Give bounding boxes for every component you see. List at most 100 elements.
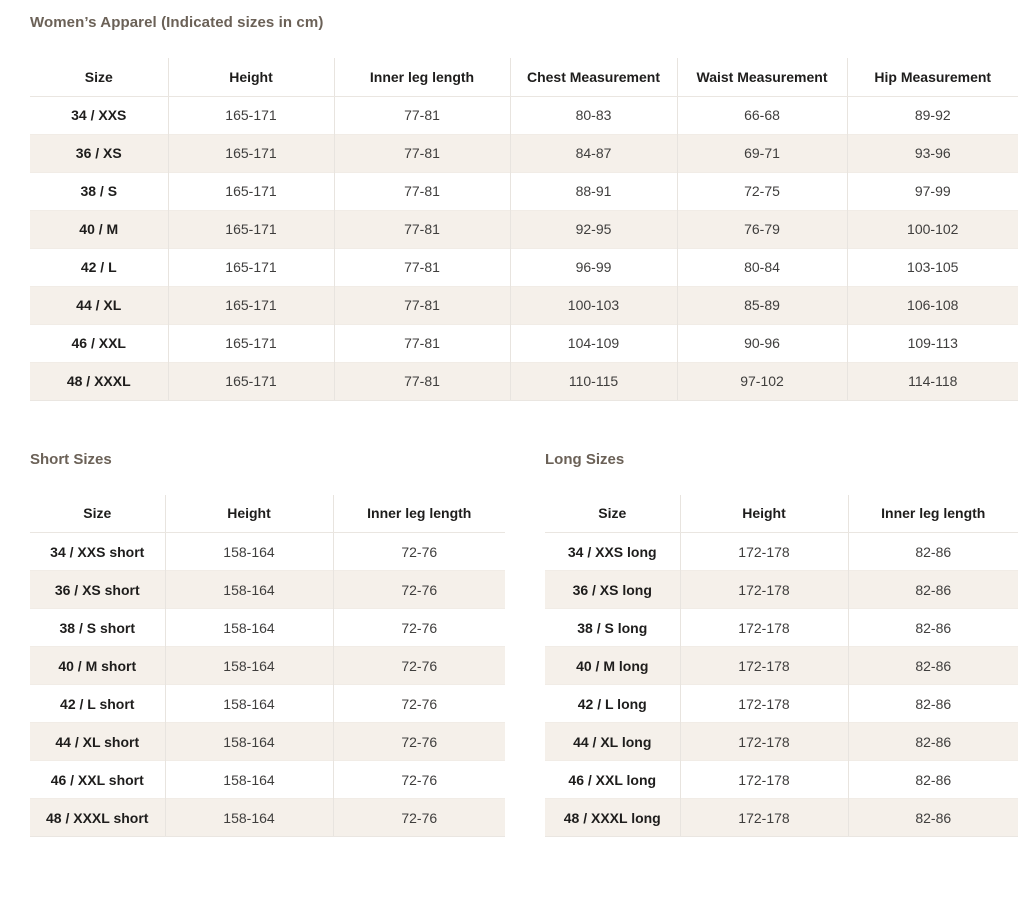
column-header: Size	[30, 494, 165, 533]
value-cell: 69-71	[676, 133, 847, 172]
value-cell: 77-81	[333, 361, 510, 401]
size-cell: 46 / XXL short	[30, 760, 165, 799]
table-row: 40 / M 165-171 77-81 92-95 76-79 100-102	[30, 209, 1018, 248]
page-title: Women’s Apparel (Indicated sizes in cm)	[30, 14, 324, 31]
table-row: 40 / M short 158-164 72-76	[30, 646, 505, 685]
value-cell: 80-83	[509, 96, 677, 134]
value-cell: 97-99	[846, 171, 1018, 210]
size-cell: 48 / XXXL short	[30, 798, 165, 837]
table-row: 36 / XS short 158-164 72-76	[30, 570, 505, 609]
value-cell: 80-84	[676, 247, 847, 286]
size-cell: 34 / XXS long	[567, 543, 657, 560]
size-cell: 40 / M	[30, 209, 168, 248]
value-cell: 93-96	[846, 133, 1018, 172]
value-cell: 82-86	[847, 684, 1018, 723]
value-cell: 103-105	[846, 247, 1018, 286]
value-cell: 109-113	[846, 323, 1018, 362]
value-cell: 85-89	[676, 285, 847, 324]
value-cell: 165-171	[167, 323, 334, 362]
value-cell: 165-171	[167, 171, 334, 210]
header-row: Size Height Inner leg length Chest Measurem…	[30, 58, 1018, 97]
size-cell: 44 / XL	[30, 285, 168, 324]
size-cell: 44 / XL short	[30, 722, 165, 761]
long-sizes-column: Long Sizes Size Height Inner leg length 34…	[545, 450, 1018, 837]
table-row: 34 / XXS short 158-164 72-76	[30, 532, 505, 571]
size-cell: 42 / L short	[30, 684, 165, 723]
value-cell: 158-164	[164, 646, 333, 685]
value-cell: 158-164	[164, 570, 333, 609]
column-header: Waist Measurement	[676, 58, 847, 97]
short-sizes-column: Short Sizes Size Height Inner leg length 3…	[30, 450, 505, 837]
table-body: 34 / XXS short 158-164 72-76 36 / XS short 1…	[30, 532, 505, 837]
table-row: 48 / XXXL long 172-178 82-86	[545, 798, 1018, 837]
header-row: Size Height Inner leg length	[545, 494, 1018, 533]
value-cell: 77-81	[333, 171, 510, 210]
size-cell: 34 / XXS short	[50, 543, 145, 560]
value-cell: 72-76	[332, 684, 505, 723]
value-cell: 165-171	[167, 285, 334, 324]
size-cell: 38 / S	[30, 171, 168, 210]
value-cell: 77-81	[333, 133, 510, 172]
column-header: Hip Measurement	[846, 58, 1018, 97]
value-cell: 72-76	[332, 760, 505, 799]
value-cell: 97-102	[676, 361, 847, 401]
table-row: 42 / L 165-171 77-81 96-99 80-84 103-105	[30, 247, 1018, 286]
table-row: 36 / XS 165-171 77-81 84-87 69-71 93-96	[30, 133, 1018, 172]
size-cell: 44 / XL long	[545, 722, 680, 761]
size-cell: 48 / XXXL long	[545, 798, 680, 837]
table-row: 44 / XL 165-171 77-81 100-103 85-89 106-108	[30, 285, 1018, 324]
value-cell: 172-178	[679, 684, 848, 723]
table-header: Size Height Inner leg length	[30, 494, 505, 533]
table-row: 34 / XXS 165-171 77-81 80-83 66-68 89-92	[30, 96, 1018, 134]
value-cell: 72-76	[332, 570, 505, 609]
table-row: 34 / XXS long 172-178 82-86	[545, 532, 1018, 571]
table-body: 34 / XXS long 172-178 82-86 36 / XS long 172…	[545, 532, 1018, 837]
table-row: 38 / S short 158-164 72-76	[30, 608, 505, 647]
value-cell: 158-164	[164, 608, 333, 647]
column-header: Height	[167, 58, 334, 97]
value-cell: 72-75	[676, 171, 847, 210]
value-cell: 82-86	[847, 532, 1018, 571]
table-row: 48 / XXXL short 158-164 72-76	[30, 798, 505, 837]
size-cell: 34 / XXS	[71, 107, 127, 123]
value-cell: 82-86	[847, 608, 1018, 647]
short-sizes-heading: Short Sizes	[30, 450, 112, 468]
value-cell: 77-81	[333, 323, 510, 362]
column-header: Inner leg length	[847, 494, 1018, 533]
value-cell: 172-178	[679, 570, 848, 609]
table-body: 34 / XXS 165-171 77-81 80-83 66-68 89-92 36 / …	[30, 96, 1018, 401]
table-header: Size Height Inner leg length Chest Measurem…	[30, 58, 1018, 97]
value-cell: 104-109	[509, 323, 677, 362]
column-header: Size	[30, 58, 168, 97]
table-row: 46 / XXL 165-171 77-81 104-109 90-96 109-113	[30, 323, 1018, 362]
value-cell: 165-171	[167, 247, 334, 286]
value-cell: 72-76	[332, 646, 505, 685]
long-sizes-heading: Long Sizes	[545, 450, 625, 468]
value-cell: 165-171	[167, 96, 334, 134]
value-cell: 165-171	[167, 133, 334, 172]
value-cell: 77-81	[333, 96, 510, 134]
value-cell: 72-76	[332, 722, 505, 761]
table-row: 42 / L long 172-178 82-86	[545, 684, 1018, 723]
value-cell: 172-178	[679, 608, 848, 647]
value-cell: 96-99	[509, 247, 677, 286]
size-cell: 40 / M short	[30, 646, 165, 685]
column-header: Inner leg length	[332, 494, 505, 533]
table-row: 44 / XL long 172-178 82-86	[545, 722, 1018, 761]
value-cell: 77-81	[333, 285, 510, 324]
size-cell: 38 / S long	[545, 608, 680, 647]
value-cell: 158-164	[164, 684, 333, 723]
table-row: 48 / XXXL 165-171 77-81 110-115 97-102 114-11…	[30, 361, 1018, 401]
value-cell: 158-164	[164, 798, 333, 837]
size-cell: 36 / XS long	[545, 570, 680, 609]
value-cell: 82-86	[847, 570, 1018, 609]
value-cell: 77-81	[333, 209, 510, 248]
value-cell: 158-164	[164, 722, 333, 761]
size-cell: 38 / S short	[30, 608, 165, 647]
value-cell: 172-178	[679, 798, 848, 837]
table-header: Size Height Inner leg length	[545, 494, 1018, 533]
value-cell: 72-76	[332, 798, 505, 837]
value-cell: 158-164	[164, 760, 333, 799]
size-cell: 40 / M long	[545, 646, 680, 685]
value-cell: 114-118	[846, 361, 1018, 401]
